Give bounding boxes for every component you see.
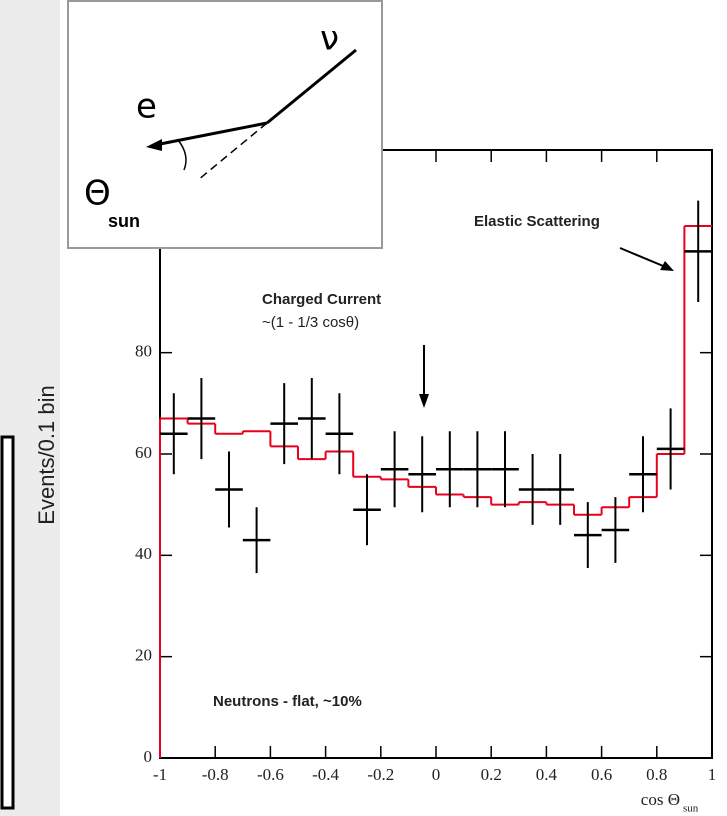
inset bbox=[67, 0, 383, 249]
x-tick-label: 0.4 bbox=[536, 765, 558, 784]
x-tick-label: 0.8 bbox=[646, 765, 667, 784]
annotation: Elastic Scattering bbox=[474, 213, 600, 230]
annotation: ~(1 - 1/3 cosθ) bbox=[262, 314, 359, 331]
plot-frame bbox=[159, 149, 713, 759]
x-tick-label: 1 bbox=[708, 765, 717, 784]
x-tick-label: -0.8 bbox=[202, 765, 229, 784]
x-axis-label: cos Θ bbox=[641, 790, 680, 809]
arrow-head bbox=[660, 261, 674, 271]
x-tick-label: -0.6 bbox=[257, 765, 284, 784]
y-tick-label: 20 bbox=[135, 646, 152, 665]
x-tick-label: 0.6 bbox=[591, 765, 612, 784]
x-tick-label: -1 bbox=[153, 765, 167, 784]
inset-line bbox=[154, 121, 268, 147]
annotation-arrow bbox=[619, 247, 669, 269]
y-tick-label: 80 bbox=[135, 342, 152, 361]
annotation: Charged Current bbox=[262, 291, 381, 308]
x-axis-label-sub: sun bbox=[683, 803, 699, 815]
y-tick-label: 60 bbox=[135, 443, 152, 462]
inset-arrow bbox=[146, 139, 162, 151]
inset-dash bbox=[197, 122, 268, 181]
inset-label: ν bbox=[320, 19, 339, 59]
arrow-head bbox=[419, 394, 429, 408]
inset-label: Θ bbox=[84, 174, 111, 214]
y-axis-label: Events/0.1 bin bbox=[34, 385, 59, 524]
x-tick-label: 0 bbox=[432, 765, 441, 784]
y-tick-label: 40 bbox=[135, 544, 152, 563]
inset-label: sun bbox=[108, 211, 140, 231]
inset-label: e bbox=[136, 87, 157, 127]
x-tick-label: -0.4 bbox=[312, 765, 339, 784]
side-box bbox=[0, 435, 15, 810]
inset-line bbox=[266, 48, 357, 125]
annotation: Neutrons - flat, ~10% bbox=[213, 693, 362, 710]
y-tick-label: 0 bbox=[144, 747, 153, 766]
inset-angle bbox=[177, 139, 187, 171]
x-tick-label: 0.2 bbox=[481, 765, 502, 784]
x-tick-label: -0.2 bbox=[367, 765, 394, 784]
